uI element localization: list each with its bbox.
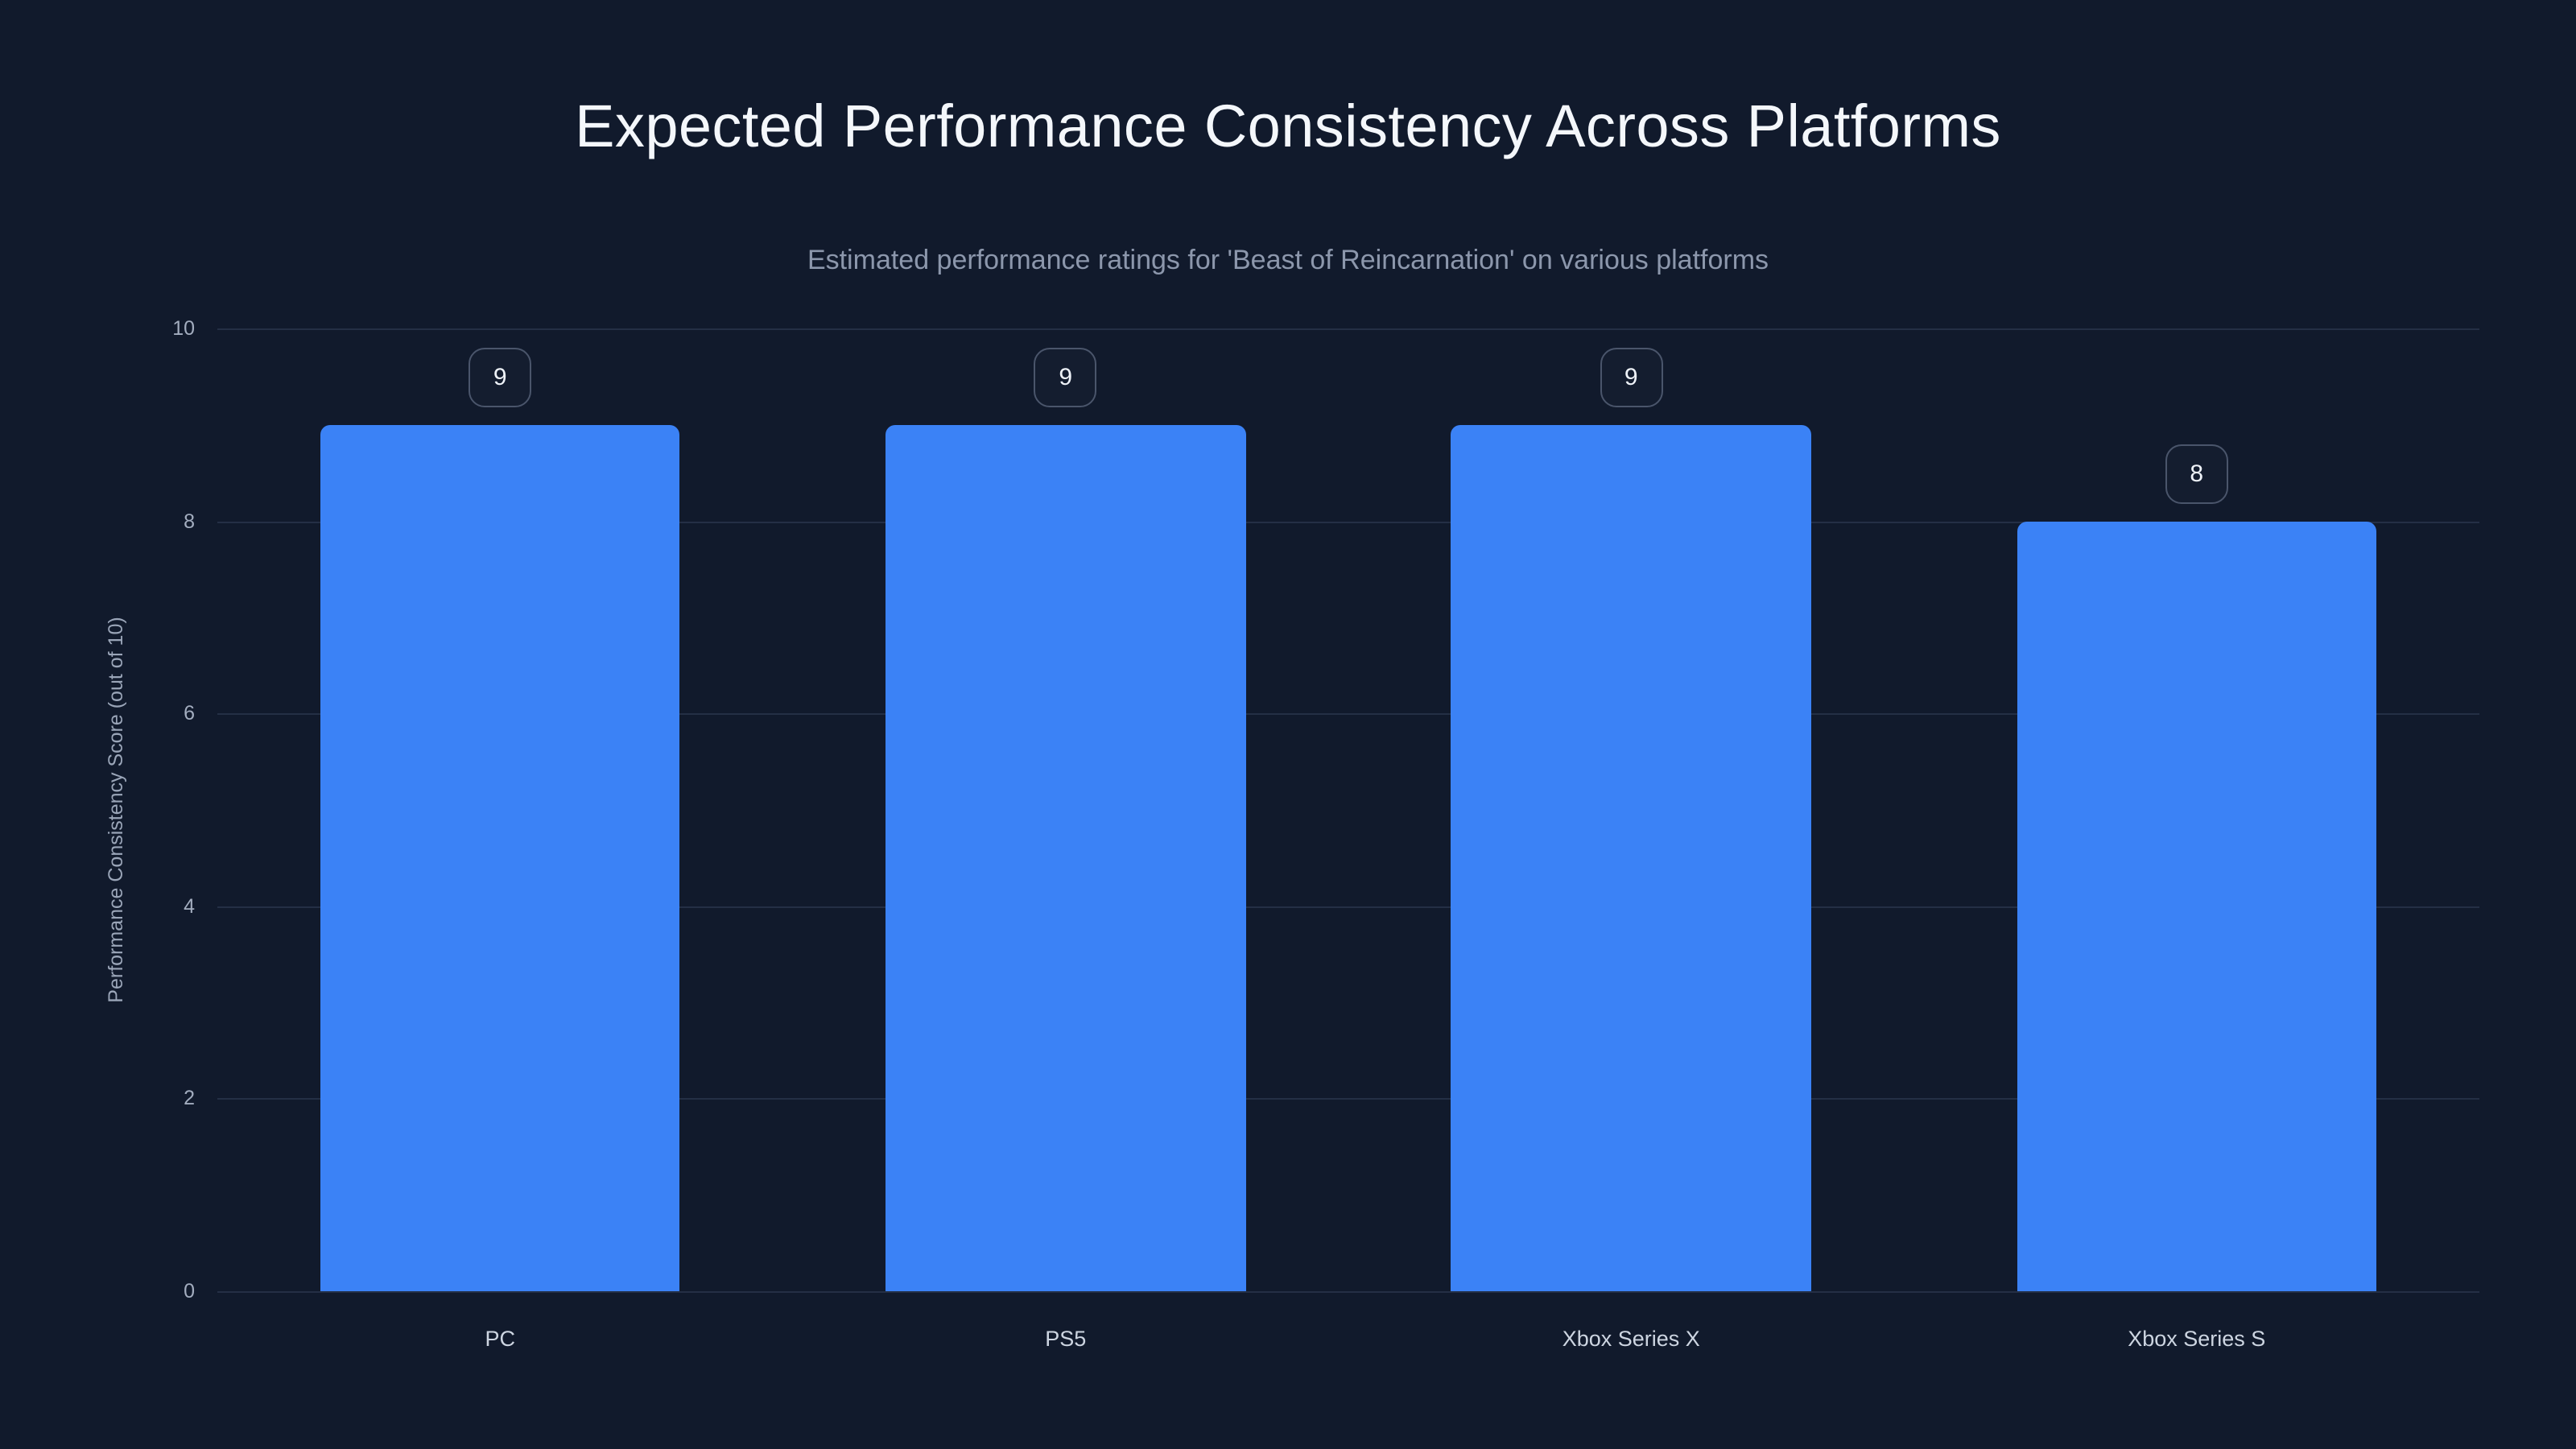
chart-title: Expected Performance Consistency Across … bbox=[575, 93, 2001, 159]
y-tick-label: 0 bbox=[184, 1280, 195, 1302]
y-tick-label: 2 bbox=[184, 1087, 195, 1110]
value-badge-xbox-series-x: 9 bbox=[1600, 348, 1663, 408]
y-tick-label: 8 bbox=[184, 510, 195, 533]
gridline bbox=[217, 906, 2479, 908]
value-badge-pc: 9 bbox=[469, 348, 532, 408]
bar-pc[interactable] bbox=[320, 424, 680, 1291]
gridline bbox=[217, 328, 2479, 330]
x-axis-label-xbox-series-x: Xbox Series X bbox=[1562, 1327, 1700, 1351]
x-axis-label-pc: PC bbox=[485, 1327, 516, 1351]
bar-ps5[interactable] bbox=[886, 424, 1246, 1291]
y-tick-label: 10 bbox=[172, 317, 195, 340]
gridline bbox=[217, 1098, 2479, 1100]
y-tick-label: 4 bbox=[184, 894, 195, 918]
bar-xbox-series-x[interactable] bbox=[1451, 424, 1811, 1291]
x-axis-label-ps5: PS5 bbox=[1045, 1327, 1087, 1351]
gridline bbox=[217, 1291, 2479, 1293]
gridline bbox=[217, 713, 2479, 716]
value-badge-ps5: 9 bbox=[1034, 348, 1097, 408]
value-badge-xbox-series-s: 8 bbox=[2165, 444, 2228, 505]
y-tick-label: 6 bbox=[184, 702, 195, 725]
bar-xbox-series-s[interactable] bbox=[2017, 521, 2377, 1291]
x-axis-label-xbox-series-s: Xbox Series S bbox=[2128, 1327, 2266, 1351]
chart-subtitle: Estimated performance ratings for 'Beast… bbox=[807, 245, 1769, 275]
gridline bbox=[217, 521, 2479, 523]
